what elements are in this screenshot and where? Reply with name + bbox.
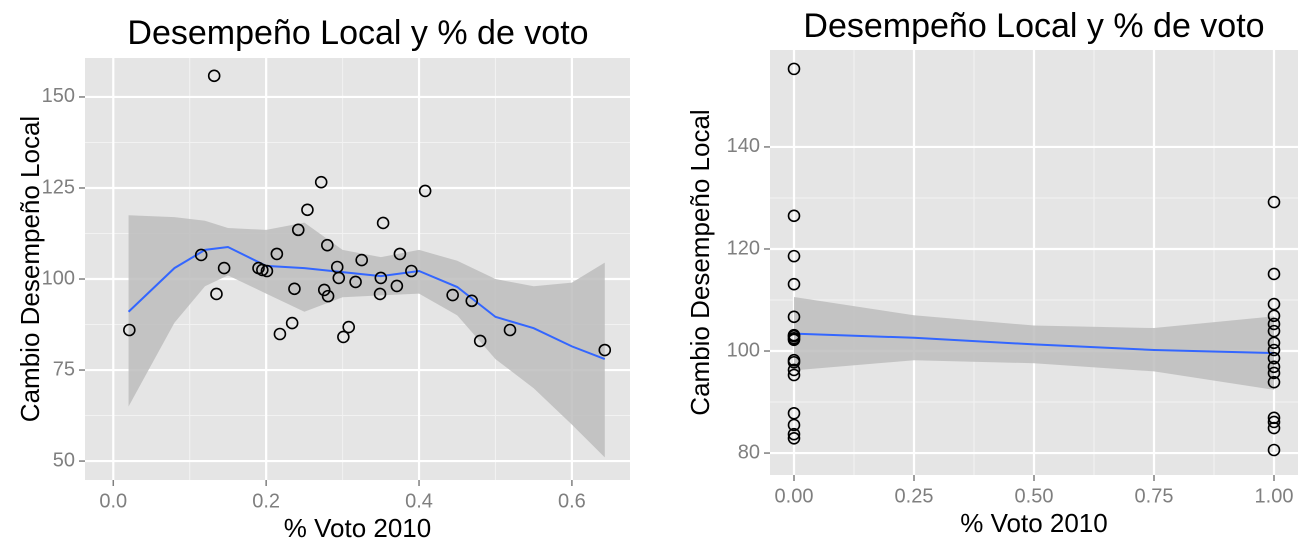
- point: [787, 333, 801, 347]
- point: [1267, 317, 1281, 331]
- x-axis-title: % Voto 2010: [960, 508, 1107, 538]
- point: [285, 316, 299, 330]
- point: [321, 289, 335, 303]
- point: [1267, 351, 1281, 365]
- smooth-line: [793, 332, 1275, 355]
- point: [787, 363, 801, 377]
- point: [288, 282, 301, 296]
- point: [301, 203, 314, 217]
- point: [1267, 360, 1281, 374]
- x-tick-label: 0.00: [775, 485, 814, 507]
- y-tick-label: 50: [53, 449, 75, 471]
- point: [787, 62, 801, 76]
- y-tick-label: 120: [727, 237, 760, 259]
- point: [291, 223, 305, 237]
- point: [787, 418, 801, 432]
- point: [446, 288, 459, 302]
- point: [465, 294, 479, 308]
- x-tick-label: 0.25: [895, 485, 934, 507]
- point: [1267, 267, 1281, 281]
- point: [207, 69, 221, 83]
- point: [418, 184, 432, 198]
- point: [273, 327, 287, 341]
- point: [787, 209, 801, 223]
- x-tick-label: 0.2: [252, 490, 280, 512]
- point: [217, 261, 231, 275]
- point: [349, 275, 362, 289]
- point: [390, 279, 404, 293]
- smooth-line: [127, 245, 606, 361]
- chart-title: Desempeño Local y % de voto: [127, 14, 588, 52]
- point: [1267, 343, 1281, 357]
- point: [598, 343, 612, 357]
- x-axis-title: % Voto 2010: [284, 513, 431, 543]
- confidence-band: [794, 296, 1274, 390]
- panel-group: 0.00 0.25 0.50 0.75 1.00 80 100 120 140 Desempeño…: [685, 7, 1298, 538]
- point: [210, 287, 223, 301]
- point: [787, 431, 801, 445]
- point: [1267, 421, 1281, 435]
- y-tick-label: 75: [53, 358, 75, 380]
- point: [342, 320, 356, 334]
- point: [503, 323, 517, 337]
- point: [393, 247, 407, 261]
- x-tick-label: 0.50: [1015, 485, 1054, 507]
- point: [1267, 309, 1281, 323]
- point: [332, 271, 346, 285]
- point: [787, 249, 801, 263]
- y-tick-label: 80: [738, 441, 760, 463]
- point: [314, 175, 328, 189]
- point: [787, 368, 801, 382]
- x-tick-label: 0.0: [99, 490, 127, 512]
- point: [321, 238, 334, 252]
- y-tick-label: 100: [42, 267, 75, 289]
- point: [355, 253, 369, 267]
- point: [194, 248, 208, 262]
- panel-group: 0.0 0.2 0.4 0.6 50 75 100 125 150 Desempeño Local…: [15, 14, 630, 543]
- x-tick-label: 1.00: [1255, 485, 1294, 507]
- y-tick-label: 140: [727, 135, 760, 157]
- point: [473, 334, 487, 348]
- point: [787, 427, 801, 441]
- point: [787, 310, 801, 324]
- point: [260, 264, 274, 278]
- point: [1267, 443, 1281, 457]
- y-tick-label: 100: [727, 339, 760, 361]
- point: [787, 277, 801, 291]
- point: [270, 247, 284, 261]
- point: [337, 330, 350, 344]
- point: [376, 216, 390, 230]
- x-tick-label: 0.75: [1135, 485, 1174, 507]
- point: [317, 283, 331, 297]
- x-tick-label: 0.6: [558, 490, 586, 512]
- point: [1267, 195, 1281, 209]
- point: [374, 271, 388, 285]
- chart-title: Desempeño Local y % de voto: [803, 7, 1264, 45]
- x-tick-label: 0.4: [405, 490, 433, 512]
- confidence-band: [128, 215, 605, 458]
- point: [1267, 375, 1281, 389]
- y-tick-label: 125: [42, 176, 75, 198]
- y-axis-title: Cambio Desempeño Local: [15, 116, 45, 422]
- y-axis-title: Cambio Desempeño Local: [685, 109, 715, 415]
- point: [1267, 415, 1281, 429]
- point: [405, 264, 418, 278]
- point: [256, 263, 269, 277]
- point: [1267, 336, 1281, 350]
- point: [1267, 366, 1281, 380]
- point: [373, 287, 387, 301]
- point: [123, 323, 136, 337]
- point: [787, 355, 801, 369]
- y-tick-label: 150: [42, 85, 75, 107]
